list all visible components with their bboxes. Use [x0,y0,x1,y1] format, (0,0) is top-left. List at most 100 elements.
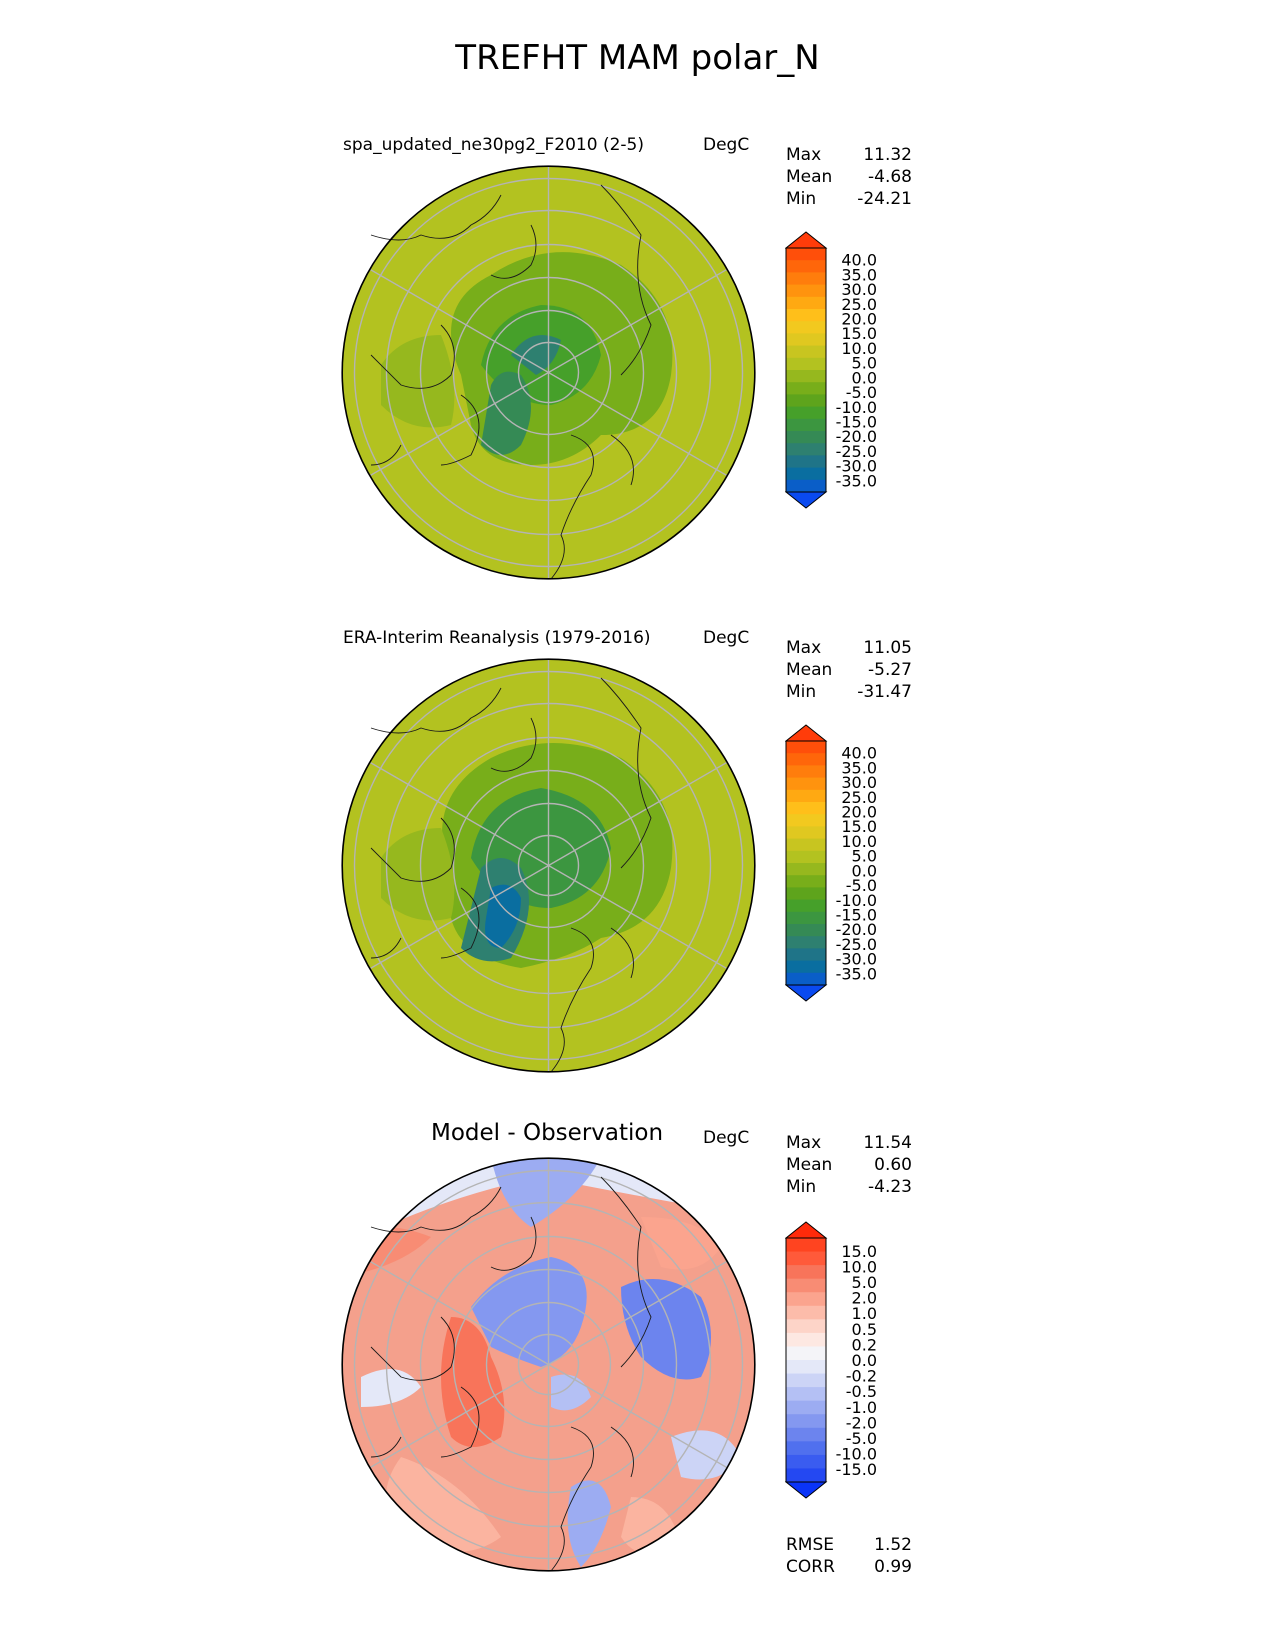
colorbar-swatch [786,394,826,408]
colorbar-tick-label: -0.5 [846,1382,877,1401]
colorbar-swatch [786,948,826,962]
colorbar-swatch [786,1414,826,1429]
colorbar-outline [785,740,827,986]
colorbar-tick-label: 5.0 [852,847,877,866]
colorbar-swatch [786,1454,826,1469]
colorbar-swatch [786,333,826,347]
stat-key: Min [786,1177,817,1197]
colorbar-tick-label: 10.0 [841,339,877,358]
colorbar-tick-label: -2.0 [846,1413,877,1432]
colorbar-tick-label: -10.0 [836,1445,877,1464]
stat-key: Max [786,145,822,165]
colorbar-tick-label: 25.0 [841,295,877,314]
colorbar-swatch [786,431,826,444]
colorbar-swatch [786,479,826,493]
colorbar-swatch [786,443,826,456]
colorbar-swatch [786,741,826,754]
colorbar-extend-bottom [785,1481,828,1499]
stat-key: Min [786,682,817,702]
colorbar-swatch [786,850,826,864]
coastlines [370,184,652,580]
colorbar-tick-label: 1.0 [852,1304,877,1323]
colorbar: 15.010.05.02.01.00.50.20.0-0.2-0.5-1.0-2… [785,1221,877,1499]
colorbar-tick-label: 0.5 [852,1320,877,1339]
colorbar-swatch [786,1292,826,1307]
stat-value: -4.68 [868,167,912,187]
colorbar-tick-label: 20.0 [841,802,877,821]
colorbar-swatch [786,911,826,925]
colorbar-tick-label: 35.0 [841,758,877,777]
colorbar-tick-label: 2.0 [852,1289,877,1308]
colorbar-tick-label: -10.0 [836,398,877,417]
footer-stats: RMSE 1.52 CORR 0.99 [786,1535,912,1579]
colorbar-swatch [786,370,826,383]
colorbar-tick-label: -1.0 [846,1398,877,1417]
colorbar-outline [785,1237,827,1483]
colorbar-swatch [786,1360,826,1375]
colorbar-swatch [786,455,826,469]
colorbar-tick-label: 0.0 [852,861,877,880]
colorbar-tick-label: 0.2 [852,1335,877,1354]
colorbar-swatch [786,467,826,481]
colorbar-tick-label: 5.0 [852,1273,877,1292]
map-border [341,1157,756,1572]
graticule [353,1158,744,1571]
colorbar: 40.035.030.025.020.015.010.05.00.0-5.0-1… [785,724,877,1002]
colorbar-swatch [786,863,826,876]
colorbar-tick-label: 20.0 [841,309,877,328]
stat-key: CORR [786,1557,835,1577]
map-border [341,165,756,580]
colorbar-extend-top [785,1221,828,1239]
colorbar-tick-label: 40.0 [841,251,877,270]
graticule [353,659,744,1072]
polar-map-difference [341,1157,756,1572]
colorbar-swatch [786,382,826,395]
colorbar-swatch [786,899,826,913]
colorbar-tick-label: -35.0 [836,471,877,490]
stat-value: 11.32 [863,145,912,165]
colorbar-swatch [786,1251,826,1266]
colorbar-swatch [786,936,826,949]
colorbar-swatch [786,345,826,359]
stat-key: Min [786,189,817,209]
stat-value: -31.47 [857,682,912,702]
colorbar-swatch [786,1468,826,1483]
colorbar-swatch [786,1278,826,1293]
panel-label: Model - Observation [431,1120,664,1146]
colorbar-swatch [786,1400,826,1415]
colorbar-swatch [786,1332,826,1347]
colorbar-swatch [786,260,826,273]
panel-label: spa_updated_ne30pg2_F2010 (2-5) [343,135,644,155]
colorbar-tick-label: 15.0 [841,324,877,343]
stat-value: 0.99 [874,1557,912,1577]
colorbar-tick-label: -35.0 [836,964,877,983]
panel-unit: DegC [703,1128,750,1148]
colorbar-tick-label: -5.0 [846,876,877,895]
stat-key: Mean [786,660,833,680]
colorbar-tick-label: 15.0 [841,817,877,836]
panel-unit: DegC [703,628,750,648]
colorbar-tick-label: -5.0 [846,1429,877,1448]
colorbar-tick-label: -15.0 [836,1460,877,1479]
colorbar-swatch [786,406,826,420]
colorbar-swatch [786,248,826,261]
colorbar-tick-label: 5.0 [852,354,877,373]
colorbar-swatch [786,826,826,840]
stat-value: -4.23 [868,1177,912,1197]
colorbar-swatch [786,765,826,779]
panel-observation: ERA-Interim Reanalysis (1979-2016) DegC [0,493,1275,1073]
colorbar-tick-label: -0.2 [846,1367,877,1386]
colorbar-swatch [786,924,826,937]
panel-difference: Model - Observation DegC [0,990,1275,1610]
map-border [341,658,756,1073]
stat-key: RMSE [786,1535,835,1555]
stats-block: Max 11.32 Mean -4.68 Min -24.21 [786,145,912,211]
colorbar-swatch [786,1427,826,1442]
stat-value: -24.21 [857,189,912,209]
colorbar-tick-label: -15.0 [836,413,877,432]
colorbar-swatch [786,272,826,286]
colorbar-swatch [786,1238,826,1253]
colorbar-tick-label: 40.0 [841,744,877,763]
colorbar-outline [785,247,827,493]
colorbar-swatch [786,418,826,432]
